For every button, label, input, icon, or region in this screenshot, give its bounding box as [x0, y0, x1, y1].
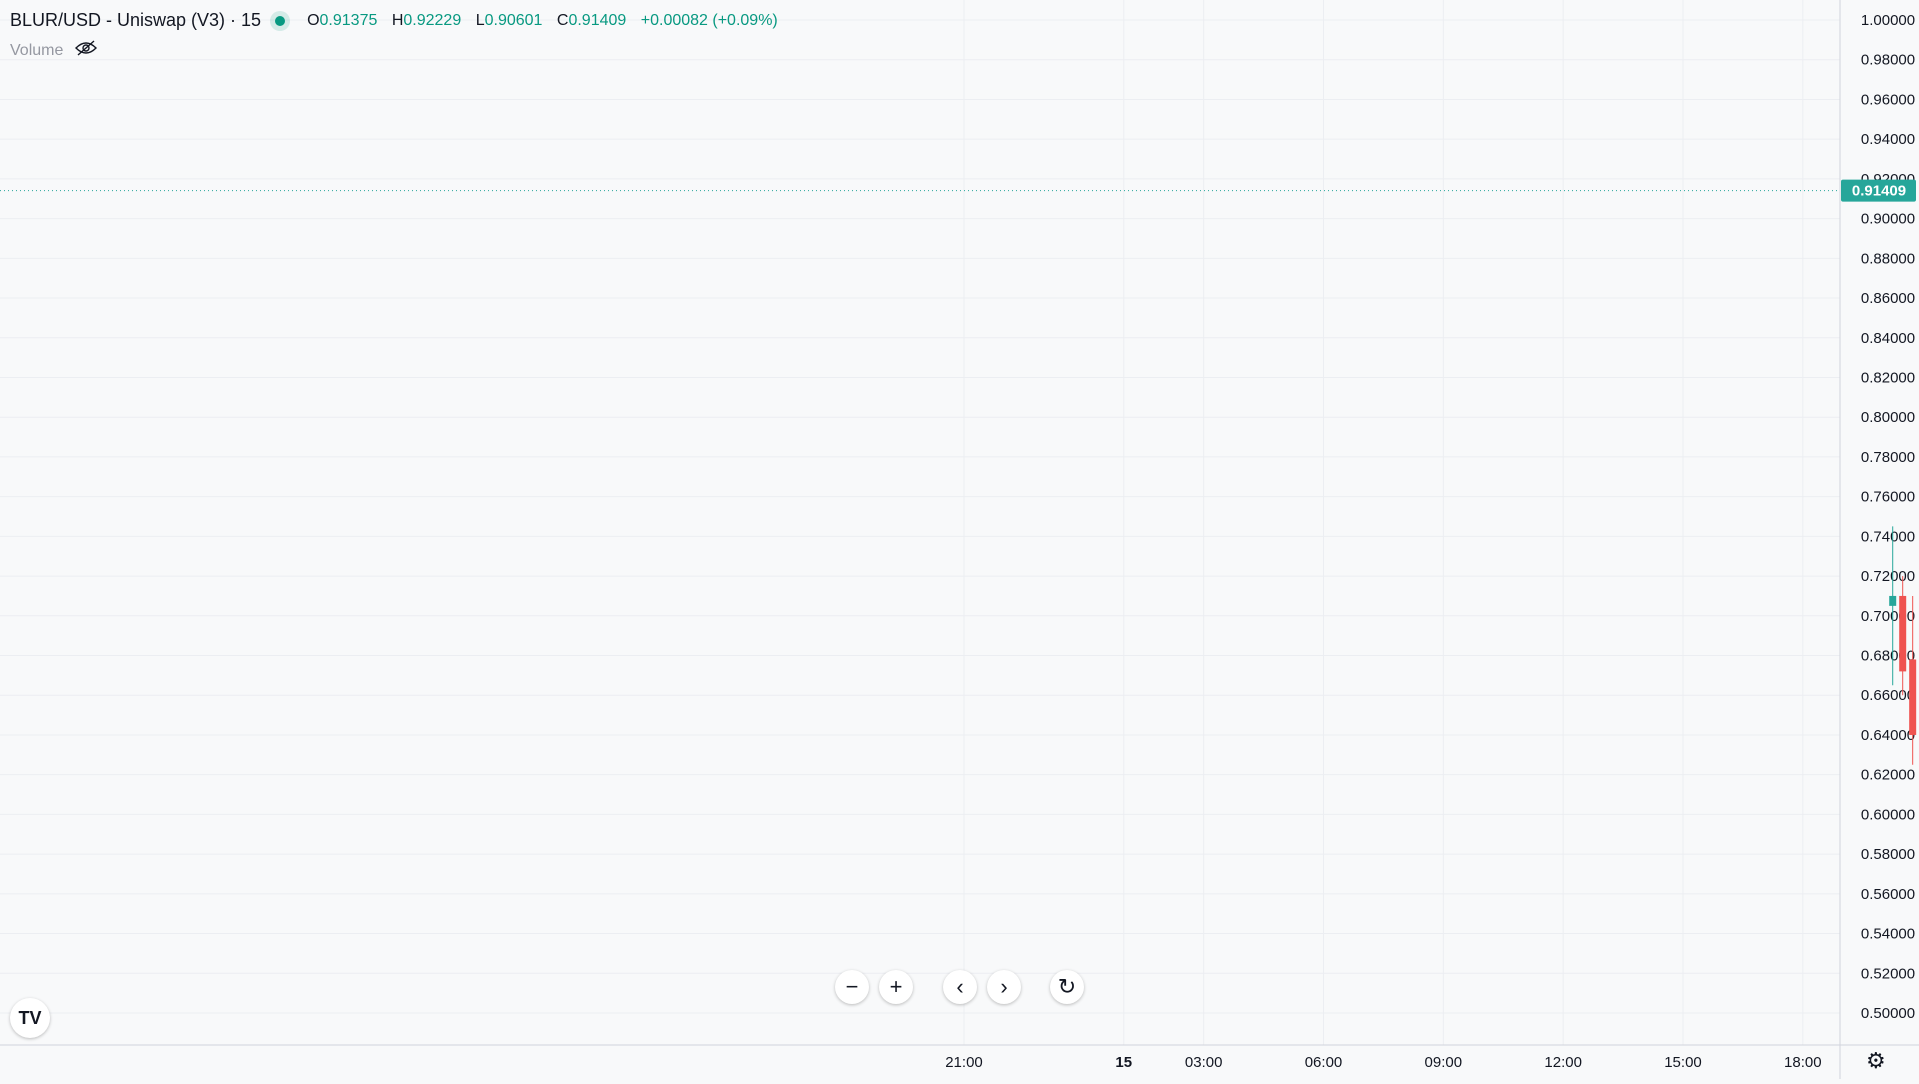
tradingview-logo-text: TV [18, 1007, 42, 1028]
y-tick-label: 0.86000 [1861, 290, 1915, 307]
open-label: O [307, 11, 320, 29]
y-tick-label: 0.54000 [1861, 926, 1915, 943]
y-tick-label: 0.68000 [1861, 648, 1915, 665]
volume-label: Volume [10, 41, 64, 59]
high-label: H [391, 11, 404, 29]
eye-off-icon[interactable] [75, 40, 98, 61]
candle-body[interactable] [1909, 659, 1917, 735]
y-tick-label: 0.82000 [1861, 369, 1915, 386]
ohlc-values: O0.91375 H0.92229 L0.90601 C0.91409 +0.0… [307, 12, 788, 30]
y-tick-label: 0.60000 [1861, 806, 1915, 823]
candle-body[interactable] [1889, 595, 1897, 606]
plus-icon: + [889, 974, 903, 999]
y-tick-label: 0.56000 [1861, 886, 1915, 903]
zoom-in-button[interactable]: + [879, 970, 913, 1004]
x-tick-label: 18:00 [1784, 1054, 1822, 1071]
close-value: 0.91409 [568, 11, 627, 29]
symbol-title[interactable]: BLUR/USD - Uniswap (V3) · 15 [10, 10, 262, 30]
y-tick-label: 0.62000 [1861, 767, 1915, 784]
y-tick-label: 0.90000 [1861, 211, 1915, 228]
candle-body[interactable] [1899, 595, 1907, 672]
gear-icon[interactable]: ⚙ [1866, 1048, 1886, 1074]
x-tick-label: 21:00 [945, 1054, 983, 1071]
scroll-left-button[interactable]: ‹ [943, 970, 977, 1004]
y-tick-label: 0.74000 [1861, 528, 1915, 545]
y-tick-label: 0.80000 [1861, 409, 1915, 426]
y-tick-label: 0.72000 [1861, 568, 1915, 585]
market-status-dot[interactable] [275, 15, 286, 26]
plot-background[interactable] [0, 0, 1840, 1045]
minus-icon: − [845, 974, 859, 999]
y-tick-label: 0.64000 [1861, 727, 1915, 744]
zoom-out-button[interactable]: − [835, 970, 869, 1004]
low-label: L [475, 11, 485, 29]
y-tick-label: 0.88000 [1861, 250, 1915, 267]
y-tick-label: 0.94000 [1861, 131, 1915, 148]
last-price-tag [1841, 179, 1916, 202]
y-tick-label: 0.84000 [1861, 330, 1915, 347]
x-tick-label: 15:00 [1664, 1054, 1702, 1071]
reset-icon: ↻ [1057, 974, 1077, 999]
y-tick-label: 0.76000 [1861, 489, 1915, 506]
last-price-label: 0.91409 [1852, 183, 1906, 200]
x-tick-label: 09:00 [1425, 1054, 1463, 1071]
scroll-right-button[interactable]: › [987, 970, 1021, 1004]
tradingview-logo[interactable]: TV [10, 998, 50, 1038]
symbol-legend: BLUR/USD - Uniswap (V3) · 15 O0.91375 H0… [10, 10, 788, 31]
open-value: 0.91375 [319, 11, 378, 29]
volume-indicator[interactable]: Volume [10, 40, 98, 61]
y-tick-label: 0.52000 [1861, 965, 1915, 982]
chevron-left-icon: ‹ [956, 974, 964, 999]
low-value: 0.90601 [484, 11, 543, 29]
y-tick-label: 0.50000 [1861, 1005, 1915, 1022]
chevron-right-icon: › [1000, 974, 1008, 999]
x-tick-label: 03:00 [1185, 1054, 1223, 1071]
x-tick-label: 12:00 [1544, 1054, 1582, 1071]
high-value: 0.92229 [403, 11, 462, 29]
y-tick-label: 0.58000 [1861, 846, 1915, 863]
change-value: +0.00082 (+0.09%) [640, 11, 778, 29]
y-tick-label: 0.70000 [1861, 608, 1915, 625]
reset-chart-button[interactable]: ↻ [1050, 970, 1084, 1004]
y-tick-label: 1.00000 [1861, 12, 1915, 29]
y-tick-label: 0.66000 [1861, 687, 1915, 704]
y-tick-label: 0.96000 [1861, 91, 1915, 108]
x-tick-label: 06:00 [1305, 1054, 1343, 1071]
x-tick-label: 15 [1115, 1054, 1132, 1071]
y-tick-label: 0.98000 [1861, 52, 1915, 69]
y-tick-label: 0.78000 [1861, 449, 1915, 466]
close-label: C [556, 11, 569, 29]
settings-glyph: ⚙ [1866, 1048, 1886, 1073]
